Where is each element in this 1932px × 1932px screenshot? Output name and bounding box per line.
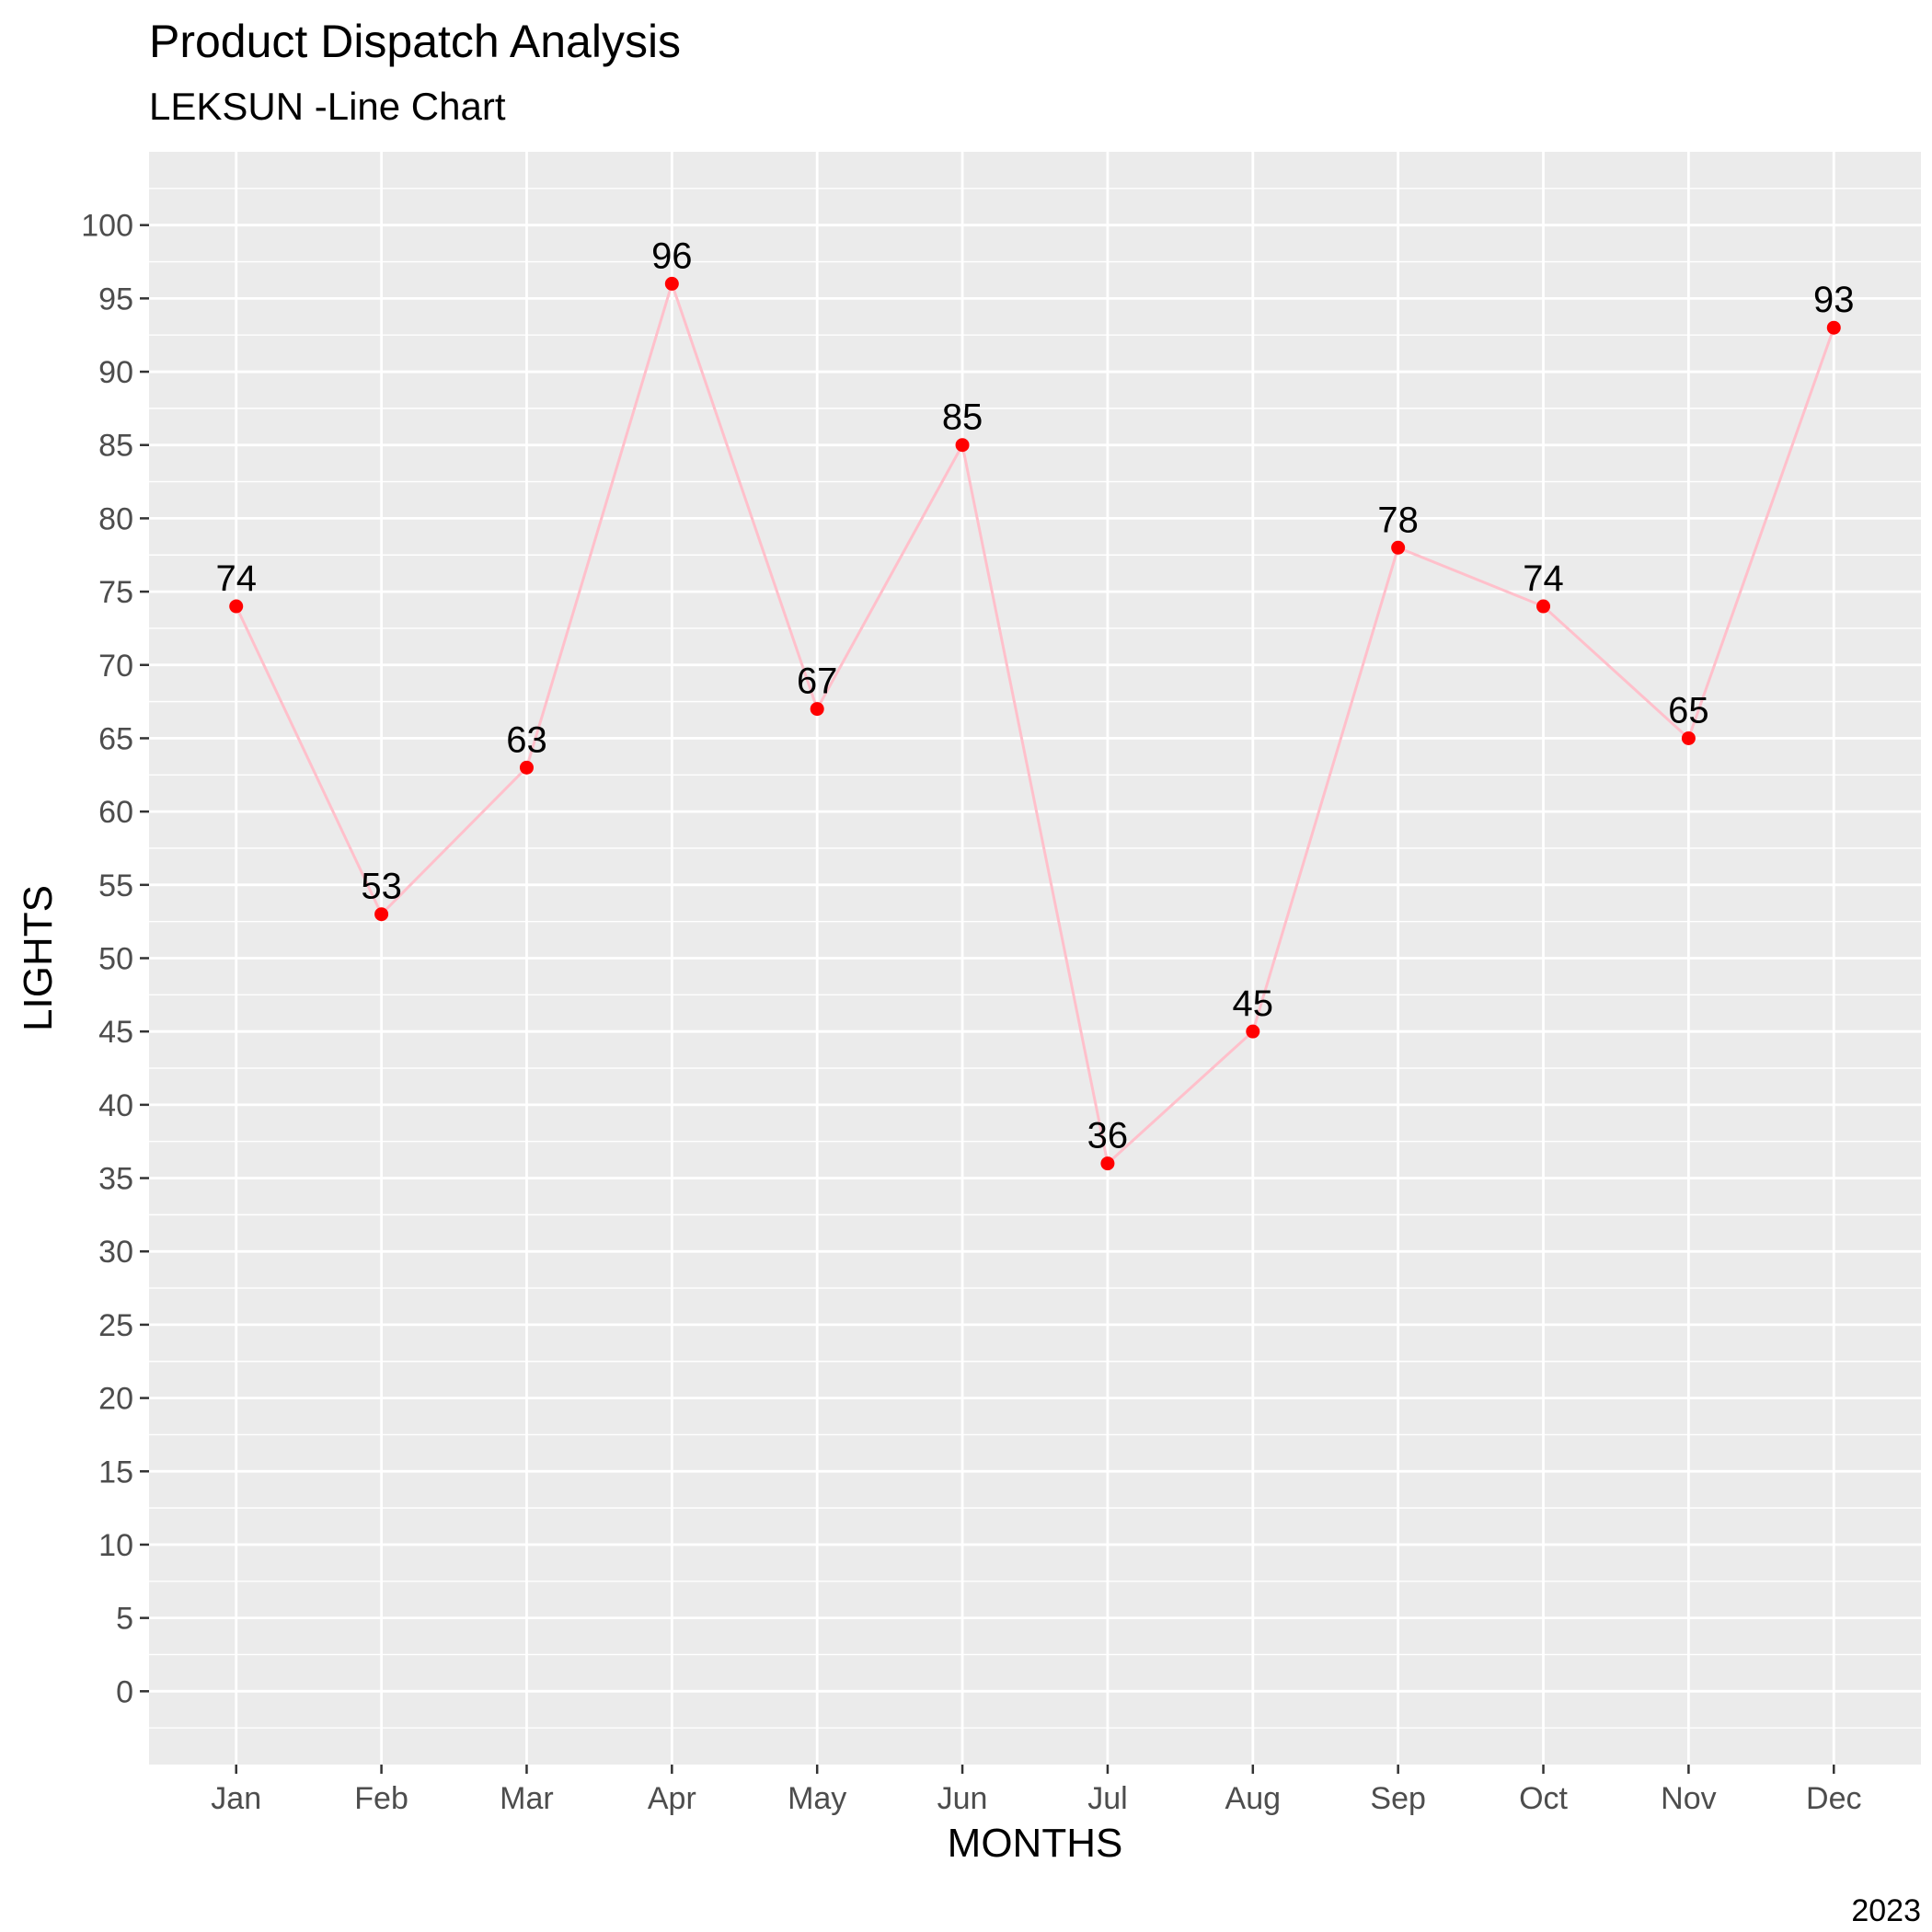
data-point [1826,320,1841,335]
data-label: 63 [506,719,547,760]
y-tick-label: 15 [98,1455,133,1489]
x-tick-label: Aug [1225,1781,1282,1816]
data-point [1536,599,1551,614]
y-tick-label: 5 [116,1602,133,1637]
x-tick-label: Dec [1806,1781,1861,1816]
y-tick-label: 100 [81,209,133,244]
y-tick-label: 35 [98,1162,133,1197]
x-tick-label: Mar [500,1781,554,1816]
y-tick-label: 55 [98,868,133,903]
data-label: 67 [797,661,838,702]
y-tick-label: 20 [98,1382,133,1417]
data-label: 96 [651,236,693,276]
y-tick-label: 70 [98,649,133,684]
y-tick-label: 45 [98,1015,133,1050]
x-axis-title: MONTHS [948,1821,1123,1866]
data-labels: 74 53 63 96 67 85 36 45 78 74 65 93 [215,236,1854,1156]
x-tick-label: Jun [937,1781,988,1816]
y-tick-label: 95 [98,282,133,316]
chart-title: Product Dispatch Analysis [149,16,681,67]
x-tick-label: Oct [1519,1781,1568,1816]
y-tick-label: 80 [98,501,133,536]
data-label: 78 [1377,500,1419,540]
data-label: 74 [215,558,257,599]
data-label: 53 [361,867,402,907]
y-axis: 0 5 10 15 20 25 30 35 40 45 50 55 60 65 70 75 80 85 90 95 10… [81,209,149,1709]
data-label: 74 [1523,558,1564,599]
y-tick-label: 30 [98,1235,133,1270]
data-point [229,599,244,614]
x-tick-label: Apr [648,1781,696,1816]
data-label: 93 [1813,280,1855,320]
y-tick-label: 25 [98,1308,133,1343]
data-point [1681,730,1696,745]
y-tick-label: 0 [116,1674,133,1709]
x-tick-label: Jan [211,1781,261,1816]
data-point [955,438,970,453]
y-tick-label: 75 [98,575,133,610]
major-gridlines [149,152,1921,1765]
data-point [519,760,534,775]
x-tick-label: Jul [1087,1781,1127,1816]
data-label: 85 [942,397,983,438]
data-point [1246,1024,1260,1039]
x-tick-label: Nov [1661,1781,1716,1816]
x-tick-label: May [788,1781,846,1816]
data-label: 45 [1233,983,1274,1024]
x-tick-label: Sep [1370,1781,1426,1816]
y-tick-label: 85 [98,429,133,464]
y-tick-label: 90 [98,355,133,390]
data-point [374,907,389,922]
data-label: 36 [1087,1116,1129,1156]
y-tick-label: 65 [98,721,133,756]
y-axis-title: LIGHTS [16,885,61,1031]
chart-subtitle: LEKSUN -Line Chart [149,85,506,128]
y-tick-label: 40 [98,1088,133,1123]
data-point [664,276,679,291]
data-point [810,702,824,717]
data-points [229,276,1841,1171]
x-axis: Jan Feb Mar Apr May Jun Jul Aug Sep Oct Nov Dec [211,1765,1862,1816]
data-point [1391,540,1406,555]
series-line [235,279,1835,1167]
chart-caption: 2023 [1851,1893,1921,1928]
x-tick-label: Feb [354,1781,408,1816]
minor-gridlines [149,188,1921,1729]
data-label: 65 [1668,690,1709,730]
data-point [1100,1156,1115,1171]
y-tick-label: 50 [98,942,133,977]
y-tick-label: 60 [98,795,133,830]
y-tick-label: 10 [98,1528,133,1563]
